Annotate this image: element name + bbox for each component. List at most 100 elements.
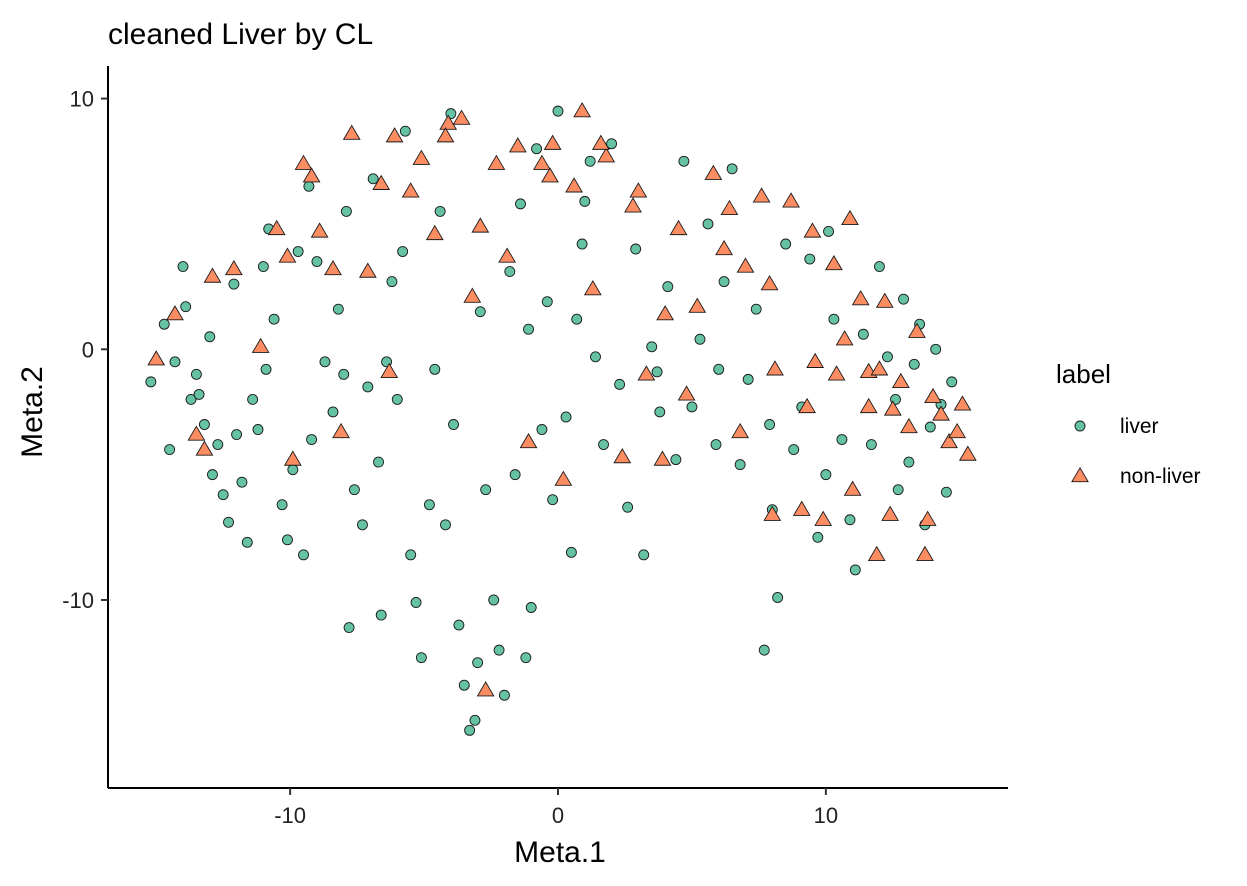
- point-liver: [946, 376, 958, 388]
- point-liver: [820, 469, 832, 481]
- point-liver: [509, 469, 521, 481]
- point-liver: [340, 205, 352, 217]
- point-liver: [531, 143, 543, 155]
- point-liver: [367, 173, 379, 185]
- point-non-liver: [806, 352, 825, 368]
- point-liver: [908, 358, 920, 370]
- legend-key-liver: [1074, 420, 1086, 432]
- point-non-liver: [342, 124, 361, 140]
- point-non-liver: [541, 167, 559, 183]
- point-liver: [410, 597, 422, 608]
- point-non-liver: [533, 154, 551, 170]
- point-liver: [415, 652, 427, 664]
- point-liver: [547, 494, 559, 506]
- point-liver: [472, 657, 484, 669]
- point-non-liver: [372, 174, 391, 190]
- point-liver: [536, 424, 548, 435]
- point-liver: [560, 411, 572, 423]
- point-liver: [898, 293, 909, 305]
- point-non-liver: [294, 154, 313, 170]
- point-liver: [231, 429, 243, 440]
- point-liver: [204, 331, 216, 343]
- point-liver: [252, 424, 264, 435]
- point-liver: [448, 419, 459, 430]
- point-liver: [373, 456, 384, 468]
- point-non-liver: [591, 134, 610, 150]
- point-liver: [348, 484, 360, 496]
- point-non-liver: [203, 267, 222, 283]
- point-non-liver: [439, 114, 458, 130]
- point-non-liver: [835, 330, 854, 346]
- point-non-liver: [792, 500, 811, 516]
- point-liver: [590, 351, 601, 363]
- point-non-liver: [624, 197, 642, 213]
- point-liver: [268, 313, 280, 325]
- point-liver: [440, 519, 451, 531]
- point-non-liver: [932, 405, 950, 421]
- point-liver: [576, 238, 588, 250]
- point-non-liver: [487, 154, 506, 170]
- point-liver: [212, 439, 224, 450]
- legend-label-liver: liver: [1120, 415, 1159, 438]
- point-non-liver: [891, 372, 910, 388]
- plot-area: -10 0 10 -10 0 10: [62, 66, 1008, 828]
- point-liver: [282, 534, 293, 546]
- point-liver: [903, 456, 915, 468]
- point-non-liver: [573, 102, 592, 118]
- point-liver: [257, 261, 269, 273]
- point-liver: [804, 253, 816, 265]
- point-non-liver: [766, 360, 784, 376]
- point-non-liver: [543, 134, 562, 150]
- point-non-liver: [166, 305, 184, 321]
- point-liver: [306, 434, 318, 445]
- point-non-liver: [827, 365, 846, 381]
- point-non-liver: [358, 262, 377, 278]
- point-liver: [327, 406, 339, 418]
- point-non-liver: [908, 322, 926, 338]
- point-liver: [469, 714, 481, 726]
- point-non-liver: [763, 505, 782, 521]
- point-non-liver: [870, 360, 889, 376]
- point-liver: [145, 376, 157, 388]
- point-liver: [169, 356, 181, 368]
- point-liver: [836, 434, 848, 445]
- point-liver: [702, 218, 714, 230]
- point-liver: [303, 180, 315, 192]
- chart-title: cleaned Liver by CL: [108, 18, 373, 51]
- point-liver: [630, 243, 642, 255]
- point-liver: [474, 306, 486, 318]
- point-liver: [940, 486, 952, 498]
- series-non-liver: [147, 102, 977, 697]
- point-liver: [298, 549, 309, 561]
- point-liver: [812, 531, 824, 543]
- legend-label-non-liver: non-liver: [1120, 465, 1201, 488]
- point-liver: [565, 546, 577, 558]
- point-liver: [726, 163, 738, 175]
- point-non-liver: [814, 510, 833, 526]
- point-non-liver: [498, 247, 517, 263]
- point-non-liver: [798, 397, 817, 414]
- point-liver: [857, 328, 869, 340]
- point-non-liver: [843, 480, 862, 496]
- point-liver: [260, 363, 272, 375]
- x-tick-label: 10: [814, 803, 838, 828]
- point-liver: [464, 724, 476, 736]
- point-liver: [788, 444, 800, 456]
- point-liver: [397, 246, 409, 257]
- point-non-liver: [401, 182, 420, 198]
- point-liver: [598, 439, 609, 450]
- point-liver: [525, 602, 537, 613]
- legend: label liver non-liver: [1056, 359, 1201, 488]
- point-liver: [734, 459, 746, 471]
- legend-title: label: [1056, 359, 1111, 389]
- point-liver: [579, 195, 591, 207]
- point-liver: [654, 406, 666, 418]
- point-liver: [228, 278, 240, 290]
- point-liver: [924, 421, 936, 433]
- point-non-liver: [224, 259, 243, 276]
- point-non-liver: [656, 305, 675, 321]
- point-liver: [646, 341, 658, 353]
- y-tick-label: 0: [82, 337, 94, 362]
- point-non-liver: [881, 505, 900, 521]
